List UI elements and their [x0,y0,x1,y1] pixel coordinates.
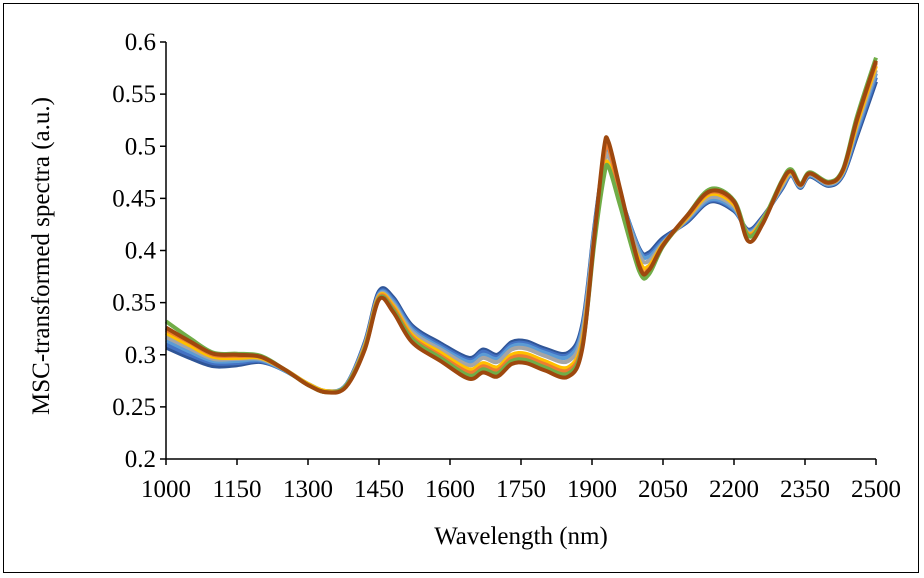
x-tick-label: 2500 [851,476,901,503]
x-axis-ticks: 1000 1150 1300 1450 1600 1750 1900 2050 2200 2350… [141,459,901,503]
y-tick-label: 0.2 [125,446,156,473]
y-tick-label: 0.55 [112,81,156,108]
y-axis-title: MSC-transformed spectra (a.u.) [28,97,55,415]
x-tick-label: 1000 [141,476,191,503]
y-tick-label: 0.25 [112,394,156,421]
y-tick-label: 0.4 [125,238,157,265]
y-tick-label: 0.3 [125,342,156,369]
x-tick-label: 2200 [709,476,759,503]
y-tick-label: 0.6 [125,29,156,56]
x-tick-label: 1600 [425,476,475,503]
y-tick-label: 0.35 [112,290,156,317]
x-tick-label: 1750 [496,476,546,503]
msc-spectra-line-chart: 0.2 0.25 0.3 0.35 0.4 0.45 0.5 0.55 0.6 1000 1150… [4,4,918,572]
x-tick-label: 1450 [354,476,404,503]
y-tick-label: 0.5 [125,133,156,160]
x-tick-label: 1900 [567,476,617,503]
x-tick-label: 2350 [780,476,830,503]
x-tick-label: 1300 [283,476,333,503]
x-tick-label: 1150 [212,476,261,503]
x-axis-title: Wavelength (nm) [434,523,608,550]
x-tick-label: 2050 [638,476,688,503]
series-lines [166,58,876,393]
spectrum-series-line [166,73,876,391]
chart-frame: 0.2 0.25 0.3 0.35 0.4 0.45 0.5 0.55 0.6 1000 1150… [3,3,919,573]
y-tick-label: 0.45 [112,185,156,212]
y-axis-ticks: 0.2 0.25 0.3 0.35 0.4 0.45 0.5 0.55 0.6 [112,29,166,473]
